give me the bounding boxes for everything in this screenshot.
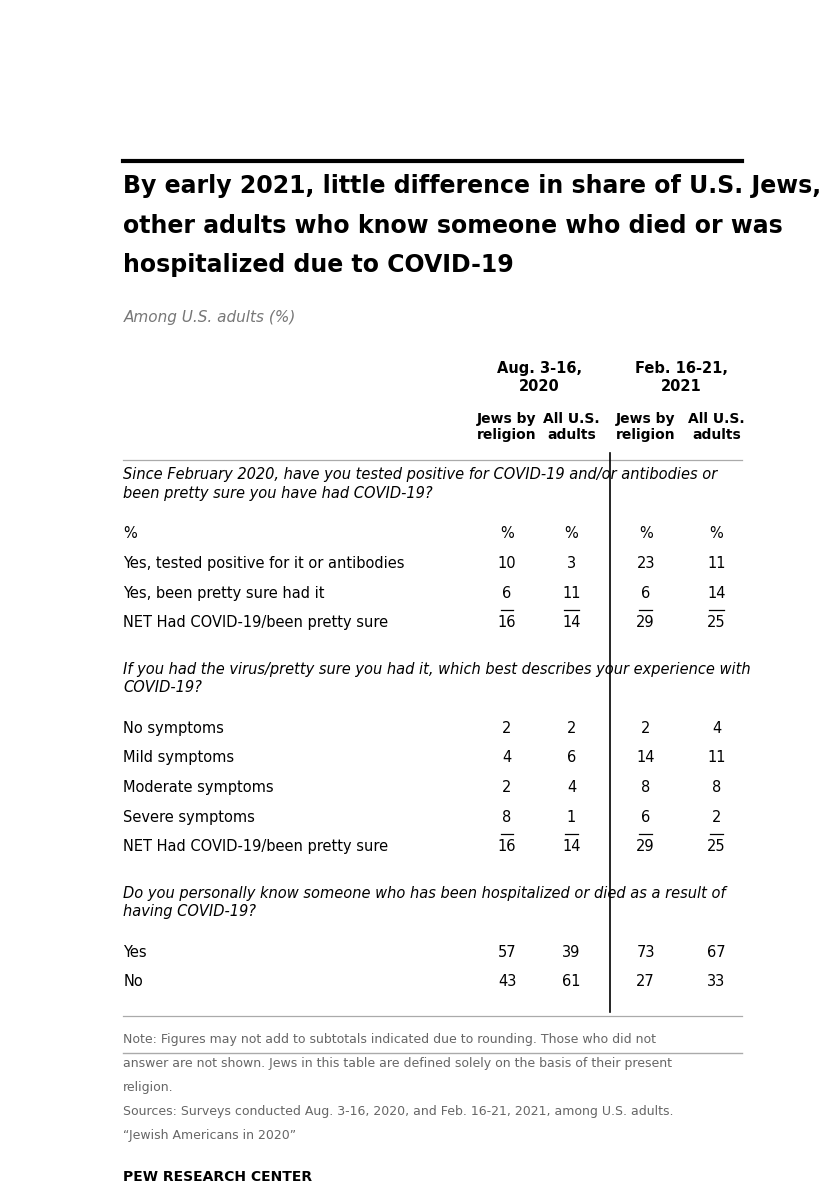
Text: 25: 25 bbox=[707, 839, 726, 855]
Text: 11: 11 bbox=[707, 557, 726, 571]
Text: 3: 3 bbox=[567, 557, 576, 571]
Text: 11: 11 bbox=[562, 585, 581, 601]
Text: Jews by
religion: Jews by religion bbox=[616, 412, 676, 442]
Text: hospitalized due to COVID-19: hospitalized due to COVID-19 bbox=[123, 254, 514, 278]
Text: 8: 8 bbox=[712, 780, 721, 795]
Text: “Jewish Americans in 2020”: “Jewish Americans in 2020” bbox=[123, 1129, 296, 1142]
Text: 16: 16 bbox=[498, 839, 516, 855]
Text: Mild symptoms: Mild symptoms bbox=[123, 750, 235, 766]
Text: 23: 23 bbox=[636, 557, 655, 571]
Text: religion.: religion. bbox=[123, 1081, 174, 1094]
Text: 61: 61 bbox=[562, 975, 581, 989]
Text: Jews by
religion: Jews by religion bbox=[478, 412, 537, 442]
Text: 2: 2 bbox=[503, 780, 512, 795]
Text: 10: 10 bbox=[498, 557, 517, 571]
Text: Note: Figures may not add to subtotals indicated due to rounding. Those who did : Note: Figures may not add to subtotals i… bbox=[123, 1033, 656, 1046]
Text: Yes: Yes bbox=[123, 945, 147, 960]
Text: %: % bbox=[565, 526, 578, 541]
Text: If you had the virus/pretty sure you had it, which best describes your experienc: If you had the virus/pretty sure you had… bbox=[123, 661, 751, 695]
Text: 27: 27 bbox=[636, 975, 655, 989]
Text: 8: 8 bbox=[503, 810, 512, 825]
Text: 33: 33 bbox=[707, 975, 726, 989]
Text: 2: 2 bbox=[567, 721, 577, 736]
Text: Feb. 16-21,
2021: Feb. 16-21, 2021 bbox=[635, 361, 728, 394]
Text: 6: 6 bbox=[567, 750, 576, 766]
Text: 4: 4 bbox=[567, 780, 576, 795]
Text: 16: 16 bbox=[498, 615, 516, 630]
Text: 8: 8 bbox=[641, 780, 651, 795]
Text: 73: 73 bbox=[636, 945, 655, 960]
Text: NET Had COVID-19/been pretty sure: NET Had COVID-19/been pretty sure bbox=[123, 615, 389, 630]
Text: 14: 14 bbox=[562, 615, 581, 630]
Text: Yes, tested positive for it or antibodies: Yes, tested positive for it or antibodie… bbox=[123, 557, 405, 571]
Text: answer are not shown. Jews in this table are defined solely on the basis of thei: answer are not shown. Jews in this table… bbox=[123, 1057, 672, 1070]
Text: 14: 14 bbox=[707, 585, 726, 601]
Text: 2: 2 bbox=[712, 810, 721, 825]
Text: By early 2021, little difference in share of U.S. Jews,: By early 2021, little difference in shar… bbox=[123, 174, 821, 198]
Text: other adults who know someone who died or was: other adults who know someone who died o… bbox=[123, 214, 783, 238]
Text: 39: 39 bbox=[562, 945, 581, 960]
Text: All U.S.
adults: All U.S. adults bbox=[688, 412, 745, 442]
Text: 29: 29 bbox=[636, 615, 655, 630]
Text: %: % bbox=[710, 526, 724, 541]
Text: 14: 14 bbox=[562, 839, 581, 855]
Text: Severe symptoms: Severe symptoms bbox=[123, 810, 255, 825]
Text: 4: 4 bbox=[503, 750, 512, 766]
Text: 6: 6 bbox=[641, 585, 651, 601]
Text: PEW RESEARCH CENTER: PEW RESEARCH CENTER bbox=[123, 1170, 313, 1184]
Text: 6: 6 bbox=[641, 810, 651, 825]
Text: Aug. 3-16,
2020: Aug. 3-16, 2020 bbox=[497, 361, 582, 394]
Text: 43: 43 bbox=[498, 975, 516, 989]
Text: Sources: Surveys conducted Aug. 3-16, 2020, and Feb. 16-21, 2021, among U.S. adu: Sources: Surveys conducted Aug. 3-16, 20… bbox=[123, 1105, 674, 1118]
Text: 11: 11 bbox=[707, 750, 726, 766]
Text: 6: 6 bbox=[503, 585, 512, 601]
Text: All U.S.
adults: All U.S. adults bbox=[543, 412, 600, 442]
Text: 67: 67 bbox=[707, 945, 726, 960]
Text: Yes, been pretty sure had it: Yes, been pretty sure had it bbox=[123, 585, 324, 601]
Text: No: No bbox=[123, 975, 143, 989]
Text: 4: 4 bbox=[712, 721, 721, 736]
Text: 57: 57 bbox=[498, 945, 517, 960]
Text: Moderate symptoms: Moderate symptoms bbox=[123, 780, 274, 795]
Text: %: % bbox=[123, 526, 137, 541]
Text: NET Had COVID-19/been pretty sure: NET Had COVID-19/been pretty sure bbox=[123, 839, 389, 855]
Text: Do you personally know someone who has been hospitalized or died as a result of
: Do you personally know someone who has b… bbox=[123, 886, 726, 920]
Text: Since February 2020, have you tested positive for COVID-19 and/or antibodies or
: Since February 2020, have you tested pos… bbox=[123, 468, 717, 501]
Text: 2: 2 bbox=[641, 721, 651, 736]
Text: 29: 29 bbox=[636, 839, 655, 855]
Text: 25: 25 bbox=[707, 615, 726, 630]
Text: 1: 1 bbox=[567, 810, 576, 825]
Text: 2: 2 bbox=[503, 721, 512, 736]
Text: 14: 14 bbox=[636, 750, 655, 766]
Text: No symptoms: No symptoms bbox=[123, 721, 224, 736]
Text: %: % bbox=[639, 526, 652, 541]
Text: %: % bbox=[500, 526, 514, 541]
Text: Among U.S. adults (%): Among U.S. adults (%) bbox=[123, 310, 295, 325]
